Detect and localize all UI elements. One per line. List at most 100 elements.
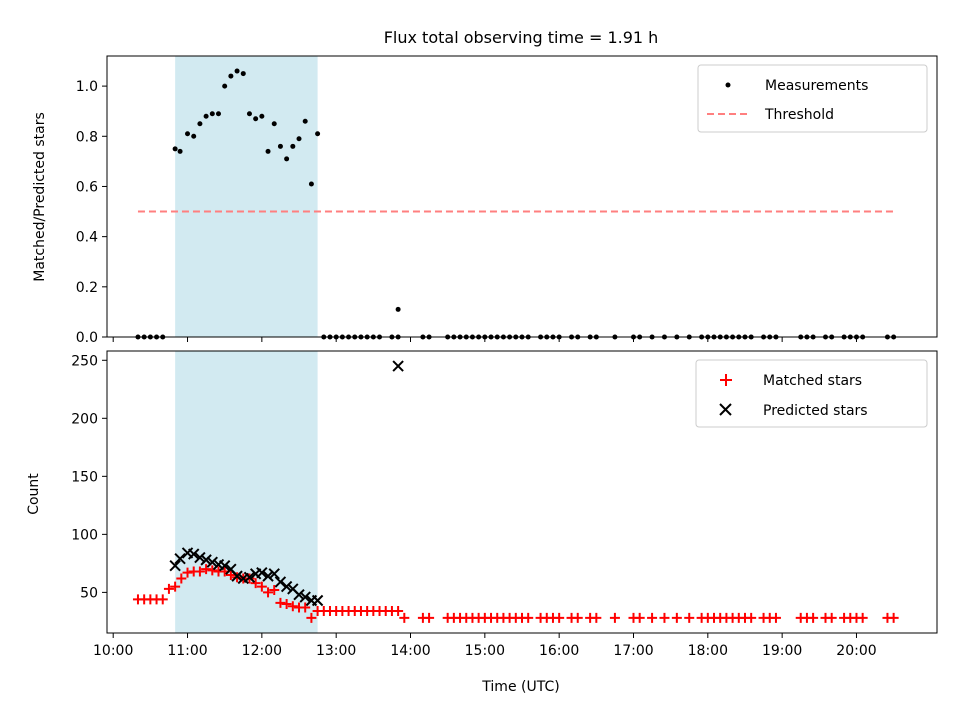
measurement-point xyxy=(277,143,283,149)
matched-stars-point xyxy=(671,612,682,623)
predicted-stars-legend-marker xyxy=(719,403,732,416)
bottom-y-tick-label: 50 xyxy=(80,585,98,601)
threshold-legend-label: Threshold xyxy=(764,107,834,123)
measurement-point xyxy=(222,83,228,89)
measurement-point xyxy=(395,306,401,312)
top-y-tick-label: 1.0 xyxy=(76,79,98,95)
predicted-stars-point xyxy=(293,588,305,601)
matched-stars-point xyxy=(176,573,187,584)
matched-stars-legend-label: Matched stars xyxy=(763,373,862,389)
predicted-stars-point xyxy=(392,360,404,372)
top-panel: 0.0 0.2 0.4 0.6 0.8 1.0 Matched/Predicted sta… xyxy=(32,55,938,346)
bottom-y-tick-label: 200 xyxy=(71,411,98,427)
measurement-point xyxy=(240,71,246,77)
predicted-stars-point xyxy=(218,559,231,572)
measurement-point xyxy=(246,111,252,117)
matched-stars-point xyxy=(770,612,781,623)
matched-stars-point xyxy=(424,612,435,623)
predicted-stars-point xyxy=(274,576,287,588)
measurement-point xyxy=(191,133,197,139)
matched-stars-point xyxy=(399,612,410,623)
matched-stars-point xyxy=(857,612,868,623)
matched-stars-point xyxy=(591,612,602,623)
matched-stars-point xyxy=(609,612,620,623)
bottom-y-tick-label: 150 xyxy=(71,469,98,485)
matched-stars-point xyxy=(157,594,168,605)
matched-stars-point xyxy=(225,569,236,580)
top-observing-span xyxy=(175,56,318,337)
matched-stars-point xyxy=(306,612,317,623)
matched-stars-point xyxy=(275,597,286,608)
predicted-stars-point xyxy=(206,556,219,568)
bottom-legend-box xyxy=(695,359,928,428)
top-y-tick-label: 0.2 xyxy=(76,280,98,296)
measurement-point xyxy=(177,148,183,154)
matched-stars-point xyxy=(269,585,280,596)
predicted-stars-point xyxy=(169,559,181,572)
measurement-point xyxy=(172,146,178,152)
measurement-point xyxy=(259,113,265,119)
matched-stars-point xyxy=(554,612,565,623)
predicted-stars-point xyxy=(268,568,280,580)
matched-stars-point xyxy=(170,581,181,592)
predicted-stars-point xyxy=(194,551,206,564)
matched-stars-point xyxy=(256,581,267,592)
measurement-point xyxy=(209,111,215,117)
bottom-y-tick-label: 100 xyxy=(71,527,98,543)
matched-stars-point xyxy=(634,612,645,623)
x-tick-label: 12:00 xyxy=(242,643,282,659)
measurement-point xyxy=(203,113,209,119)
matched-stars-point xyxy=(808,612,819,623)
top-plot-frame xyxy=(106,55,938,338)
predicted-stars-point xyxy=(174,553,186,565)
matched-stars-point xyxy=(826,612,837,623)
measurement-point xyxy=(197,121,203,127)
top-legend: Measurements Threshold xyxy=(697,64,928,133)
predicted-stars-point xyxy=(280,580,293,593)
matched-stars-point xyxy=(572,612,583,623)
predicted-stars-point xyxy=(311,594,324,607)
matched-stars-point xyxy=(250,578,261,589)
measurement-point xyxy=(315,131,321,137)
x-tick-label: 14:00 xyxy=(390,643,430,659)
matched-stars-point xyxy=(888,612,899,623)
matched-stars-point xyxy=(194,566,205,577)
matched-stars-point xyxy=(201,564,212,575)
matched-stars-point xyxy=(207,565,218,576)
matched-stars-point xyxy=(281,598,292,609)
top-y-tick-label: 0.6 xyxy=(76,179,98,195)
matched-stars-point xyxy=(182,567,193,578)
matched-stars-point xyxy=(647,612,658,623)
x-tick-label: 17:00 xyxy=(613,643,653,659)
x-tick-label: 13:00 xyxy=(316,643,356,659)
top-y-axis-label: Matched/Predicted stars xyxy=(32,112,48,282)
bottom-observing-span xyxy=(175,351,318,633)
measurement-point xyxy=(234,68,240,74)
predicted-stars-point xyxy=(243,571,256,584)
x-tick-label: 18:00 xyxy=(688,643,728,659)
top-legend-box xyxy=(697,64,928,133)
matched-stars-point xyxy=(746,612,757,623)
bottom-legend: Matched stars Predicted stars xyxy=(695,359,928,428)
x-axis-label: Time (UTC) xyxy=(481,679,559,695)
matched-stars-point xyxy=(300,602,311,613)
top-y-tick-label: 0.8 xyxy=(76,129,98,145)
x-tick-label: 15:00 xyxy=(465,643,505,659)
measurement-point xyxy=(265,148,271,154)
top-y-tick-label: 0.4 xyxy=(76,230,98,246)
matched-stars-point xyxy=(659,612,670,623)
measurement-point xyxy=(271,121,277,127)
predicted-stars-point xyxy=(200,554,212,566)
measurement-point xyxy=(215,111,221,117)
x-tick-label: 11:00 xyxy=(167,643,207,659)
measurements-legend-label: Measurements xyxy=(765,78,868,94)
bottom-panel: 10:00 11:00 12:00 13:00 14:00 15:00 16:00 17:00… xyxy=(26,350,938,695)
measurements-legend-marker xyxy=(725,82,731,88)
matched-stars-point xyxy=(287,601,298,612)
measurement-point xyxy=(296,136,302,142)
x-tick-label: 19:00 xyxy=(762,643,802,659)
x-tick-label: 10:00 xyxy=(93,643,133,659)
measurement-point xyxy=(284,156,290,162)
measurement-point xyxy=(185,131,191,137)
